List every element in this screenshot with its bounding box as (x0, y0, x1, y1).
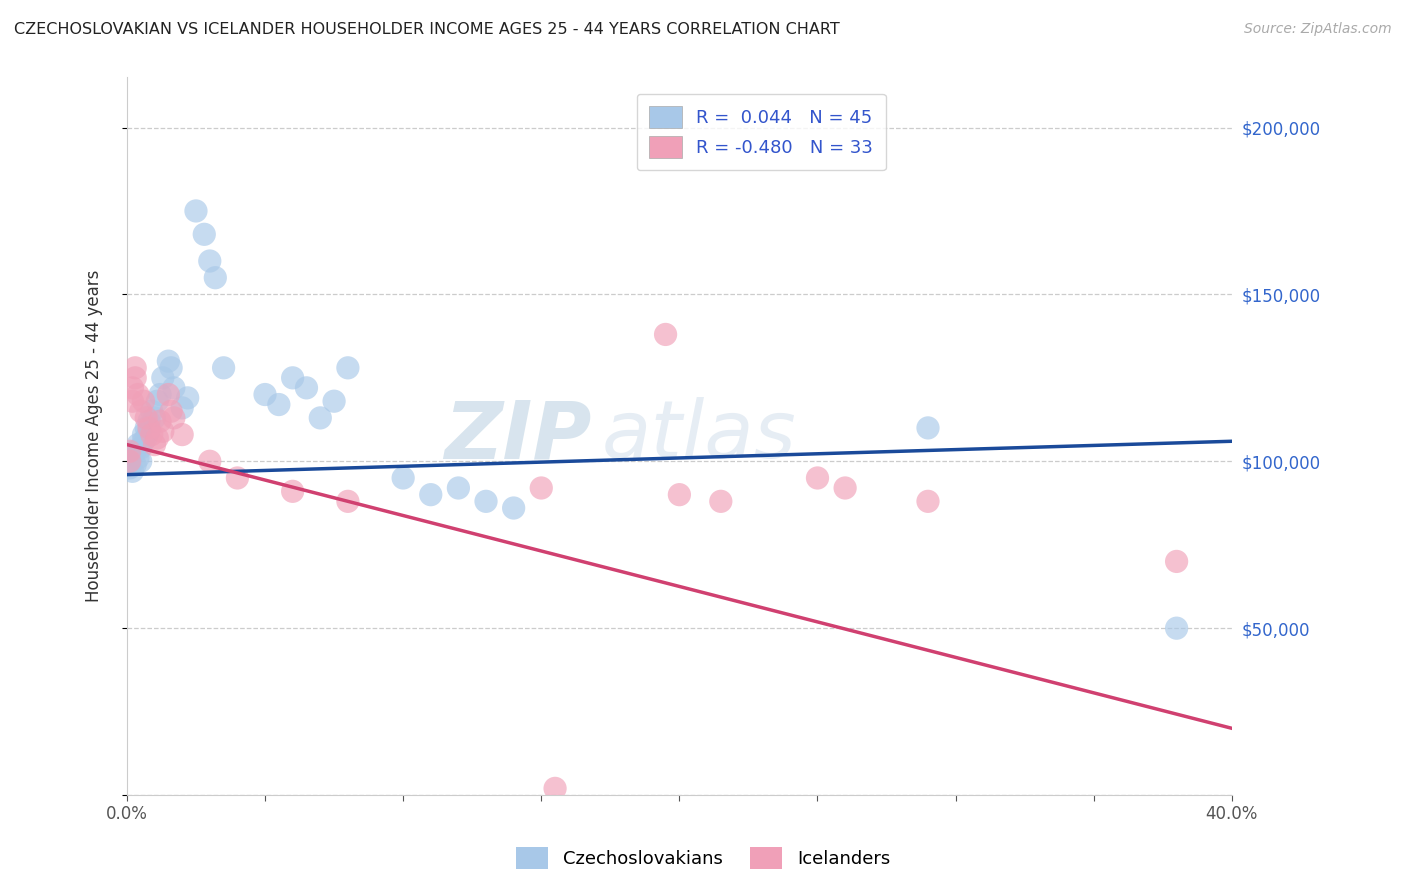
Point (127, 450, 149, 465)
Point (198, 254, 221, 268)
Point (917, 421, 939, 435)
Point (118, 454, 141, 468)
Point (323, 394, 346, 409)
Point (654, 327, 676, 342)
Point (212, 360, 235, 375)
Point (127, 387, 149, 401)
Point (160, 360, 183, 375)
Point (806, 471, 828, 485)
Point (336, 360, 359, 375)
Point (143, 437, 166, 451)
Point (447, 481, 470, 495)
Point (129, 441, 152, 455)
Point (1166, 621, 1188, 635)
Point (132, 434, 155, 449)
Text: Source: ZipAtlas.com: Source: ZipAtlas.com (1244, 22, 1392, 37)
Point (176, 391, 198, 405)
Legend: Czechoslovakians, Icelanders: Czechoslovakians, Icelanders (508, 838, 898, 879)
Point (193, 227, 215, 242)
Point (917, 494, 939, 508)
Point (132, 427, 155, 442)
Point (149, 387, 172, 401)
Point (834, 481, 856, 495)
Text: atlas: atlas (602, 397, 797, 475)
Point (157, 354, 180, 368)
Point (135, 421, 157, 435)
Point (135, 410, 157, 425)
Y-axis label: Householder Income Ages 25 - 44 years: Householder Income Ages 25 - 44 years (86, 270, 103, 602)
Point (146, 394, 169, 409)
Point (530, 481, 553, 495)
Point (132, 394, 155, 409)
Point (172, 401, 194, 415)
Point (121, 448, 143, 462)
Point (118, 444, 141, 458)
Point (124, 360, 146, 375)
Point (152, 424, 174, 438)
Point (121, 464, 143, 478)
Point (309, 410, 332, 425)
Point (141, 404, 163, 418)
Point (419, 488, 441, 502)
Point (163, 381, 186, 395)
Point (157, 387, 180, 401)
Point (127, 437, 149, 451)
Point (138, 414, 160, 428)
Point (281, 371, 304, 385)
Point (146, 431, 169, 445)
Point (253, 387, 276, 401)
Point (1166, 554, 1188, 568)
Point (138, 424, 160, 438)
Point (226, 471, 249, 485)
Point (118, 454, 141, 468)
Point (152, 371, 174, 385)
Point (121, 381, 143, 395)
Point (267, 398, 290, 412)
Point (392, 471, 415, 485)
Legend: R =  0.044   N = 45, R = -0.480   N = 33: R = 0.044 N = 45, R = -0.480 N = 33 (637, 94, 886, 170)
Point (668, 488, 690, 502)
Point (198, 454, 221, 468)
Text: ZIP: ZIP (444, 397, 591, 475)
Point (135, 431, 157, 445)
Point (129, 404, 152, 418)
Point (544, 781, 567, 796)
Point (124, 371, 146, 385)
Point (710, 494, 733, 508)
Point (143, 410, 166, 425)
Point (141, 427, 163, 442)
Point (502, 501, 524, 516)
Point (475, 494, 498, 508)
Point (124, 444, 146, 458)
Point (129, 454, 152, 468)
Text: CZECHOSLOVAKIAN VS ICELANDER HOUSEHOLDER INCOME AGES 25 - 44 YEARS CORRELATION C: CZECHOSLOVAKIAN VS ICELANDER HOUSEHOLDER… (14, 22, 839, 37)
Point (295, 381, 318, 395)
Point (336, 494, 359, 508)
Point (281, 484, 304, 499)
Point (160, 404, 183, 418)
Point (124, 458, 146, 472)
Point (121, 394, 143, 409)
Point (138, 421, 160, 435)
Point (118, 461, 141, 475)
Point (163, 410, 186, 425)
Point (184, 203, 207, 218)
Point (172, 427, 194, 442)
Point (149, 414, 172, 428)
Point (204, 270, 226, 285)
